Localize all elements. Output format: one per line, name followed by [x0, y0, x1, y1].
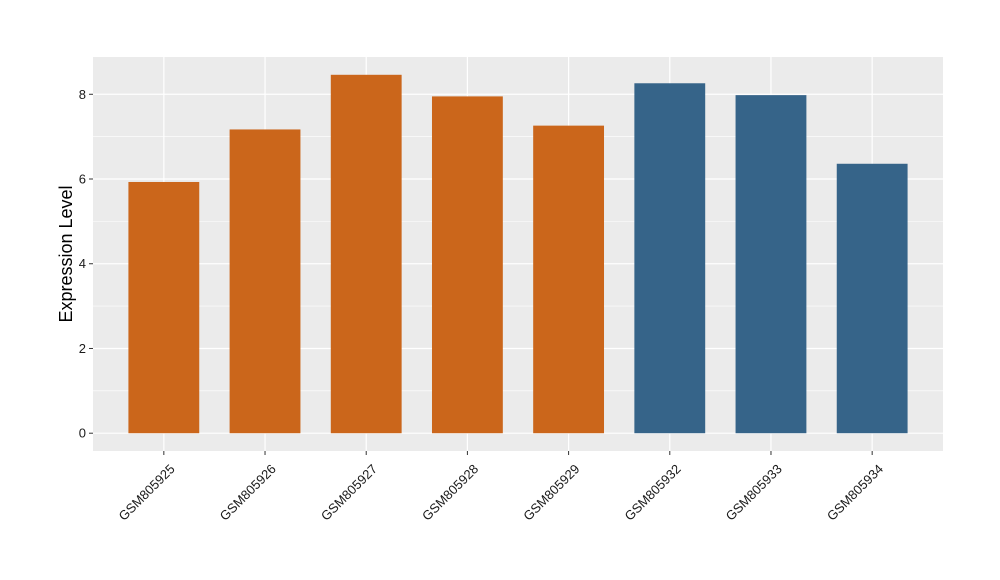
x-tick-label: GSM805933: [723, 461, 785, 523]
x-tick-label: GSM805932: [621, 461, 683, 523]
bar-GSM805929: [533, 125, 605, 434]
x-tick-label: GSM805934: [824, 461, 886, 523]
x-tick-label: GSM805926: [217, 461, 279, 523]
bars: [128, 74, 908, 434]
x-tick-label: GSM805929: [520, 461, 582, 523]
bar-GSM805932: [634, 83, 706, 434]
x-tick-label: GSM805927: [318, 461, 380, 523]
bar-GSM805933: [735, 95, 807, 434]
bar-GSM805927: [330, 74, 402, 434]
y-tick-label: 4: [79, 256, 86, 271]
bar-GSM805926: [229, 129, 301, 434]
y-axis: 0 2 4 6 8: [79, 87, 93, 441]
bar-GSM805925: [128, 181, 200, 434]
y-tick-label: 2: [79, 341, 86, 356]
x-tick-label: GSM805928: [419, 461, 481, 523]
y-tick-label: 8: [79, 87, 86, 102]
y-axis-title: Expression Level: [56, 185, 76, 322]
y-tick-label: 0: [79, 426, 86, 441]
x-axis: GSM805925 GSM805926 GSM805927 GSM805928 GSM8…: [116, 451, 886, 524]
y-tick-label: 6: [79, 172, 86, 187]
bar-GSM805928: [431, 96, 503, 434]
x-tick-label: GSM805925: [116, 461, 178, 523]
plot-panel: [93, 57, 943, 451]
bar-GSM805934: [836, 163, 908, 434]
